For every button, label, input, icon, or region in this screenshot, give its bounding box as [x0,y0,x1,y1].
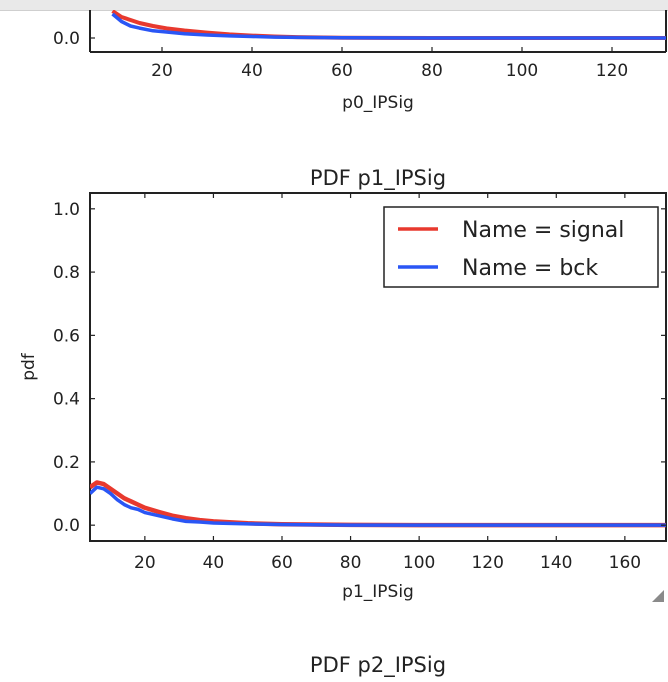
x-tick-label: 40 [203,553,225,573]
x-tick-label: 80 [421,61,443,81]
y-tick-label: 0.2 [53,453,80,473]
chart-title-p1: PDF p1_IPSig [310,166,446,191]
y-tick-label: 0.4 [53,390,80,410]
x-tick-label: 100 [506,61,538,81]
window-top-bar [0,0,668,11]
y-axis-label: pdf [19,352,39,381]
y-tick-label: 1.0 [53,200,80,220]
plot-frame [89,192,667,542]
plot-p0-ipsig: 20 40 60 80 100 120 0.0 p0_IPSig [53,10,667,113]
x-axis-label: p0_IPSig [342,93,414,113]
y-tick-label: 0.0 [53,29,80,49]
x-tick-label: 140 [540,553,572,573]
y-tick-label: 0.6 [53,326,80,346]
x-tick-label: 80 [340,553,362,573]
y-tick-label: 0.0 [53,516,80,536]
x-tick-label: 40 [241,61,263,81]
x-axis-label: p1_IPSig [342,582,414,602]
chart-title-p2: PDF p2_IPSig [310,653,446,678]
x-tick-label: 120 [471,553,503,573]
series-line-1 [90,485,666,527]
x-tick-label: 60 [271,553,293,573]
series-line-1 [111,12,666,40]
resize-grip-icon[interactable] [652,590,664,602]
y-tick-label: 0.8 [53,263,80,283]
plot-p1-ipsig: 20 40 60 80 100 120 140 160 0.0 0.2 0.4 0.6 0.8 1.0 p1… [19,192,667,602]
legend-label-1: Name = bck [462,256,598,281]
x-tick-label: 60 [331,61,353,81]
x-tick-label: 20 [151,61,173,81]
x-tick-label: 160 [609,553,641,573]
legend-box [383,206,659,288]
x-tick-label: 100 [403,553,435,573]
legend: Name = signal Name = bck [383,206,659,288]
x-tick-label: 20 [134,553,156,573]
legend-label-0: Name = signal [462,218,624,243]
x-tick-label: 120 [596,61,628,81]
